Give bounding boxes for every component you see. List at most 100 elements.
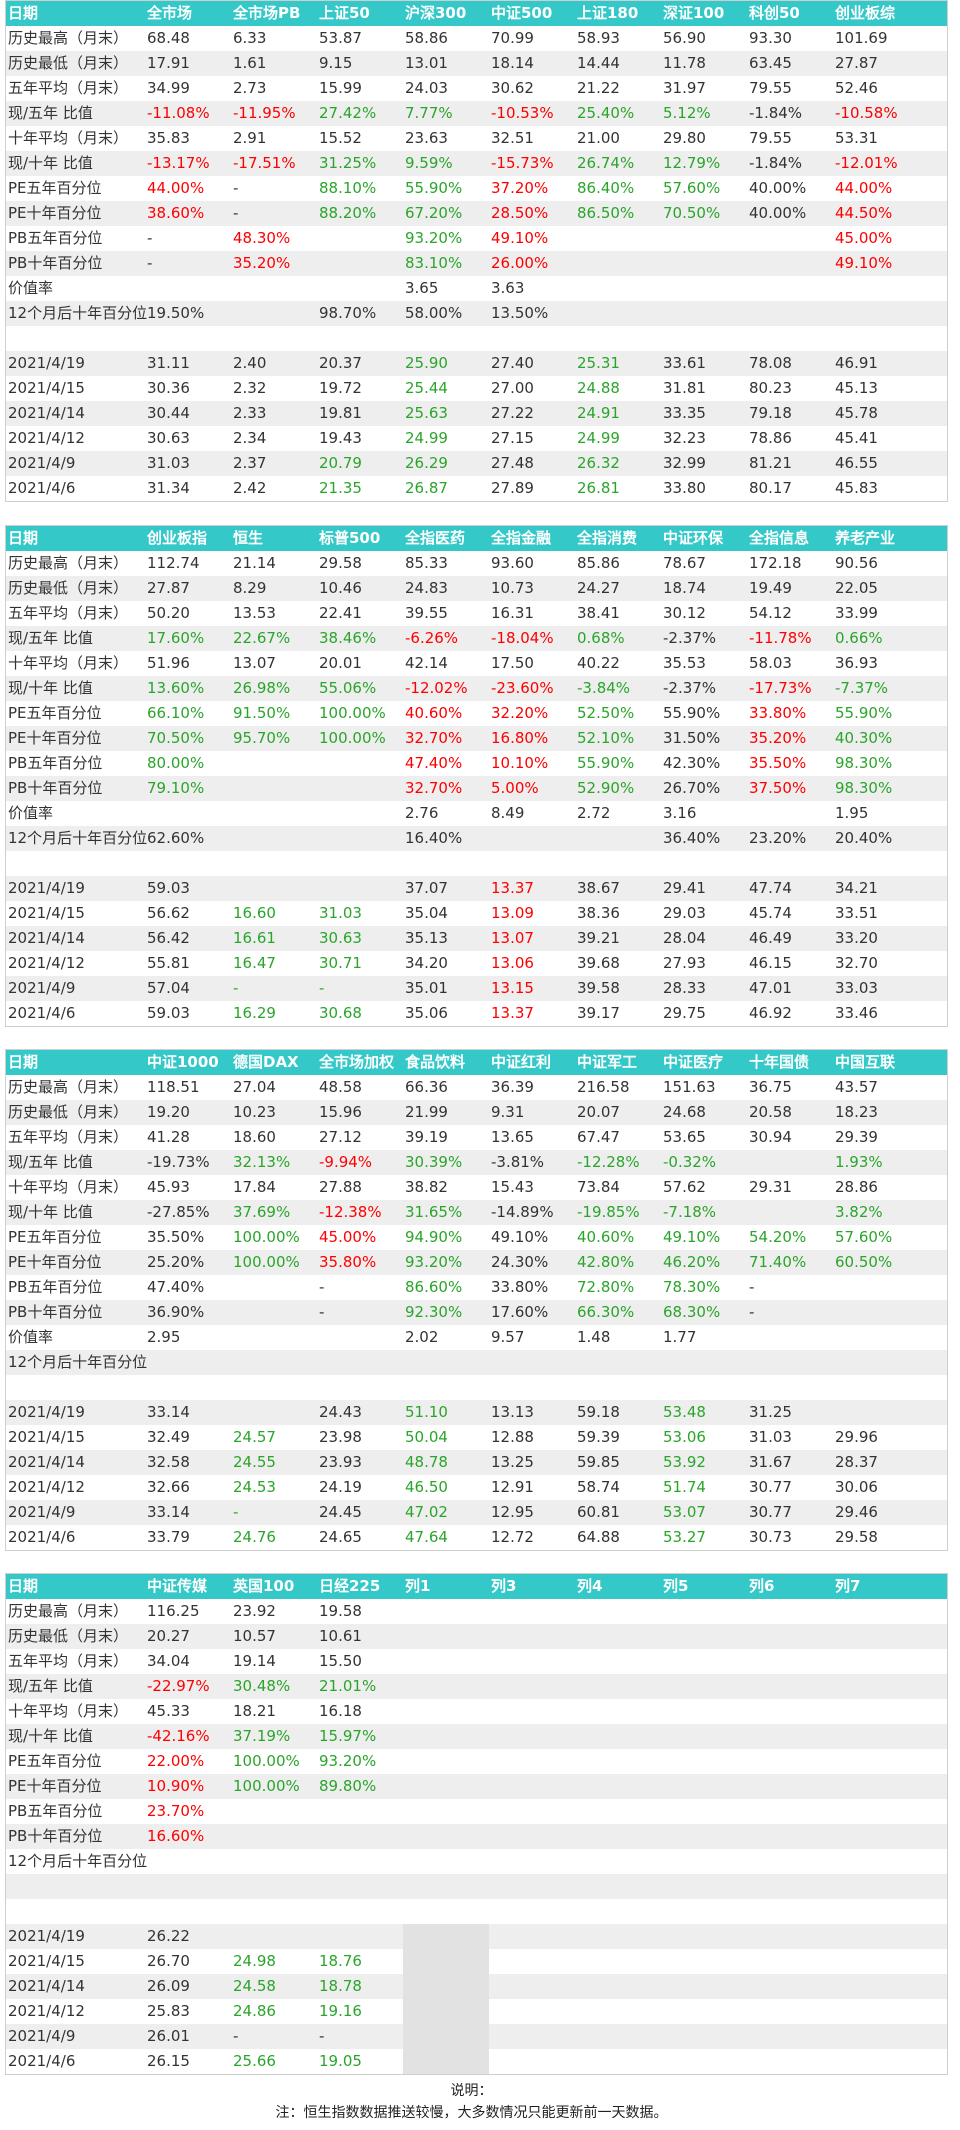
table-cell: -11.08% (147, 104, 210, 122)
row-label (6, 326, 145, 351)
table-row: 十年平均（月末） 51.96 13.07 20.01 42.14 17.50 40.22 35… (6, 651, 947, 676)
table-cell: 21.22 (577, 79, 620, 97)
table-cell: 86.40% (577, 179, 635, 197)
row-label: 2021/4/15 (8, 1952, 85, 1970)
table-cell (661, 1999, 747, 2024)
table-cell: 24.45 (319, 1503, 362, 1521)
table-cell: - (147, 229, 153, 247)
table-cell: 59.03 (147, 879, 190, 897)
table-cell: 17.91 (147, 54, 190, 72)
table-cell: 27.12 (319, 1128, 362, 1146)
row-label: 2021/4/14 (8, 929, 85, 947)
table-cell: 35.04 (405, 904, 448, 922)
table-cell (661, 1774, 747, 1799)
table-cell: 26.87 (405, 479, 448, 497)
table-cell: 32.66 (147, 1478, 190, 1496)
column-header: 科创50 (749, 4, 800, 22)
table-cell (833, 1699, 919, 1724)
table-cell (575, 251, 661, 276)
table-cell: 2.33 (233, 404, 267, 422)
table-cell (489, 1849, 575, 1874)
table-cell: 93.60 (491, 554, 534, 572)
table-cell (231, 801, 317, 826)
table-cell: 36.75 (749, 1078, 792, 1096)
table-cell (317, 1375, 403, 1400)
table-cell (747, 226, 833, 251)
table-cell (575, 1774, 661, 1799)
column-header: 沪深300 (405, 4, 467, 22)
table-cell (575, 1824, 661, 1849)
table-cell: 26.01 (147, 2027, 190, 2045)
table-cell (575, 2049, 661, 2074)
table-cell: -0.32% (663, 1153, 717, 1171)
table-cell: 10.10% (491, 754, 549, 772)
table-cell: 49.10% (835, 254, 893, 272)
table-cell: 80.23 (749, 379, 792, 397)
table-cell (747, 1749, 833, 1774)
table-cell: 23.20% (749, 829, 807, 847)
table-cell: 23.93 (319, 1453, 362, 1471)
table-cell: 10.57 (233, 1627, 276, 1645)
table-cell: 52.10% (577, 729, 635, 747)
table-cell: - (749, 1278, 755, 1296)
table-cell (661, 276, 747, 301)
table-cell: 46.20% (663, 1253, 721, 1271)
table-cell: 31.25% (319, 154, 377, 172)
table-cell (145, 326, 231, 351)
table-cell (317, 1899, 403, 1924)
column-header: 创业板指 (147, 529, 208, 547)
table-cell (231, 851, 317, 876)
table-row: 价值率 3.65 3.63 (6, 276, 947, 301)
table-cell: 30.73 (749, 1528, 792, 1546)
table-cell: 58.03 (749, 654, 792, 672)
table-cell: -3.81% (491, 1153, 545, 1171)
table-cell: 42.14 (405, 654, 448, 672)
table-cell: 26.74% (577, 154, 635, 172)
column-header: 全指金融 (491, 529, 552, 547)
table-cell (231, 1899, 317, 1924)
table-cell: 31.67 (749, 1453, 792, 1471)
table-cell: 23.92 (233, 1602, 276, 1620)
table-cell: 93.30 (749, 29, 792, 47)
table-cell (403, 1350, 489, 1375)
row-label: 2021/4/6 (8, 1528, 76, 1546)
table-cell (317, 876, 403, 901)
table-cell (747, 851, 833, 876)
table-cell: 53.92 (663, 1453, 706, 1471)
column-header: 中证传媒 (147, 1577, 208, 1595)
table-cell: 19.81 (319, 404, 362, 422)
table-cell: 20.01 (319, 654, 362, 672)
table-cell: 12.72 (491, 1528, 534, 1546)
table-cell: 17.60% (147, 629, 205, 647)
table-cell: 116.25 (147, 1602, 200, 1620)
table-cell: 30.39% (405, 1153, 463, 1171)
table-cell (489, 2049, 575, 2074)
table-cell (661, 226, 747, 251)
row-label: 2021/4/14 (8, 1977, 85, 1995)
column-header: 英国100 (233, 1577, 295, 1595)
table-cell (661, 1899, 747, 1924)
table-cell (833, 1974, 919, 1999)
table-cell: 30.62 (491, 79, 534, 97)
table-cell (489, 1674, 575, 1699)
table-cell: -12.38% (319, 1203, 382, 1221)
table-row: 2021/4/15 30.36 2.32 19.72 25.44 27.00 24.88 31… (6, 376, 947, 401)
table-row: 2021/4/9 26.01 - - (6, 2024, 947, 2049)
table-cell: -9.94% (319, 1153, 373, 1171)
table-cell (833, 1949, 919, 1974)
table-cell (145, 801, 231, 826)
table-cell (747, 1599, 833, 1624)
table-row (6, 1874, 947, 1899)
table-cell: - (233, 1503, 239, 1521)
table-row: PB五年百分位 47.40% - 86.60% 33.80% 72.80% 78.30% - (6, 1275, 947, 1300)
table-cell (747, 326, 833, 351)
table-cell (317, 1849, 403, 1874)
table-cell: 24.86 (233, 2002, 276, 2020)
table-cell: 40.60% (405, 704, 463, 722)
row-label: 2021/4/9 (8, 1503, 76, 1521)
table-cell: 44.00% (835, 179, 893, 197)
table-cell: - (319, 1303, 325, 1321)
table-cell (317, 751, 403, 776)
table-cell: 20.27 (147, 1627, 190, 1645)
table-cell: 13.09 (491, 904, 534, 922)
